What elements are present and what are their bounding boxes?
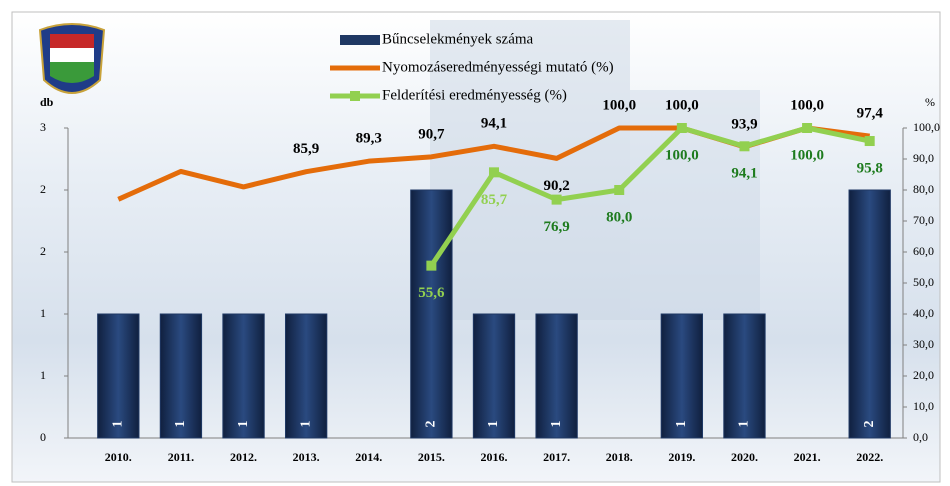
y2-tick-label: 40,0 <box>913 306 934 320</box>
x-tick-label: 2022. <box>856 450 883 464</box>
x-tick-label: 2014. <box>355 450 382 464</box>
x-tick-label: 2012. <box>230 450 257 464</box>
bar-value-label: 1 <box>236 421 251 428</box>
bar-value-label: 1 <box>737 421 752 428</box>
line-value-label: 100,0 <box>602 97 636 113</box>
line-marker <box>677 123 687 133</box>
x-tick-label: 2017. <box>543 450 570 464</box>
y2-tick-label: 30,0 <box>913 337 934 351</box>
y2-tick-label: 50,0 <box>913 275 934 289</box>
y2-tick-label: 100,0 <box>913 120 940 134</box>
x-tick-label: 2019. <box>668 450 695 464</box>
line-value-label: 100,0 <box>790 147 824 163</box>
legend-label: Felderítési eredményesség (%) <box>382 87 567 103</box>
y2-tick-label: 70,0 <box>913 213 934 227</box>
bar <box>661 314 702 438</box>
y2-tick-label: 10,0 <box>913 399 934 413</box>
x-tick-label: 2011. <box>168 450 194 464</box>
x-tick-label: 2021. <box>794 450 821 464</box>
bar-value-label: 1 <box>486 421 501 428</box>
x-tick-label: 2016. <box>481 450 508 464</box>
line-value-label: 97,4 <box>857 105 884 121</box>
bar-value-label: 1 <box>298 421 313 428</box>
line-value-label: 89,3 <box>356 131 382 147</box>
bar <box>724 314 765 438</box>
bar <box>536 314 577 438</box>
y-tick-label: 3 <box>40 120 46 134</box>
line-value-label: 55,6 <box>418 285 445 301</box>
x-tick-label: 2010. <box>105 450 132 464</box>
y2-tick-label: 20,0 <box>913 368 934 382</box>
y-tick-label: 1 <box>40 306 46 320</box>
x-tick-label: 2018. <box>606 450 633 464</box>
y-tick-label: 2 <box>40 182 46 196</box>
line-value-label: 76,9 <box>543 219 569 235</box>
line-value-label: 95,8 <box>857 160 883 176</box>
bar <box>223 314 264 438</box>
y-axis-label: db <box>40 95 54 109</box>
legend-swatch <box>340 35 380 45</box>
x-tick-label: 2015. <box>418 450 445 464</box>
x-tick-label: 2020. <box>731 450 758 464</box>
bar <box>849 190 890 438</box>
line-marker <box>739 141 749 151</box>
y-tick-label: 0 <box>40 430 46 444</box>
chart: db % 0112230,010,020,030,040,050,060,070… <box>0 0 950 486</box>
bar-value-label: 1 <box>674 421 689 428</box>
line-value-label: 100,0 <box>665 97 699 113</box>
y-tick-label: 2 <box>40 244 46 258</box>
line-value-label: 80,0 <box>606 209 632 225</box>
line-marker <box>802 123 812 133</box>
bar <box>411 190 452 438</box>
line-value-label: 100,0 <box>665 147 699 163</box>
y2-tick-label: 80,0 <box>913 182 934 196</box>
bar <box>473 314 514 438</box>
line-value-label: 90,7 <box>418 126 445 142</box>
line-marker <box>614 185 624 195</box>
y2-tick-label: 60,0 <box>913 244 934 258</box>
line-value-label: 94,1 <box>731 166 757 182</box>
bar <box>160 314 201 438</box>
line-marker <box>552 195 562 205</box>
bar-value-label: 1 <box>549 421 564 428</box>
y2-tick-label: 90,0 <box>913 151 934 165</box>
line-value-label: 94,1 <box>481 116 507 132</box>
y2-axis-label: % <box>925 95 935 109</box>
legend-swatch <box>350 91 360 101</box>
logo <box>40 24 104 93</box>
y2-tick-label: 0,0 <box>913 430 928 444</box>
line-marker <box>865 136 875 146</box>
legend-label: Nyomozáseredményességi mutató (%) <box>382 59 614 75</box>
legend-label: Bűncselekmények száma <box>382 31 534 47</box>
bar <box>285 314 326 438</box>
line-value-label: 93,9 <box>731 116 757 132</box>
line-value-label: 90,2 <box>543 178 569 194</box>
x-tick-label: 2013. <box>293 450 320 464</box>
line-value-label: 100,0 <box>790 97 824 113</box>
bar-value-label: 2 <box>862 421 877 428</box>
line-value-label: 85,9 <box>293 141 319 157</box>
line-marker <box>426 261 436 271</box>
bar-value-label: 1 <box>173 421 188 428</box>
bar-value-label: 1 <box>111 421 126 428</box>
line-value-label: 85,7 <box>481 192 508 208</box>
y-tick-label: 1 <box>40 368 46 382</box>
bar <box>98 314 139 438</box>
line-marker <box>489 167 499 177</box>
bar-value-label: 2 <box>424 421 439 428</box>
